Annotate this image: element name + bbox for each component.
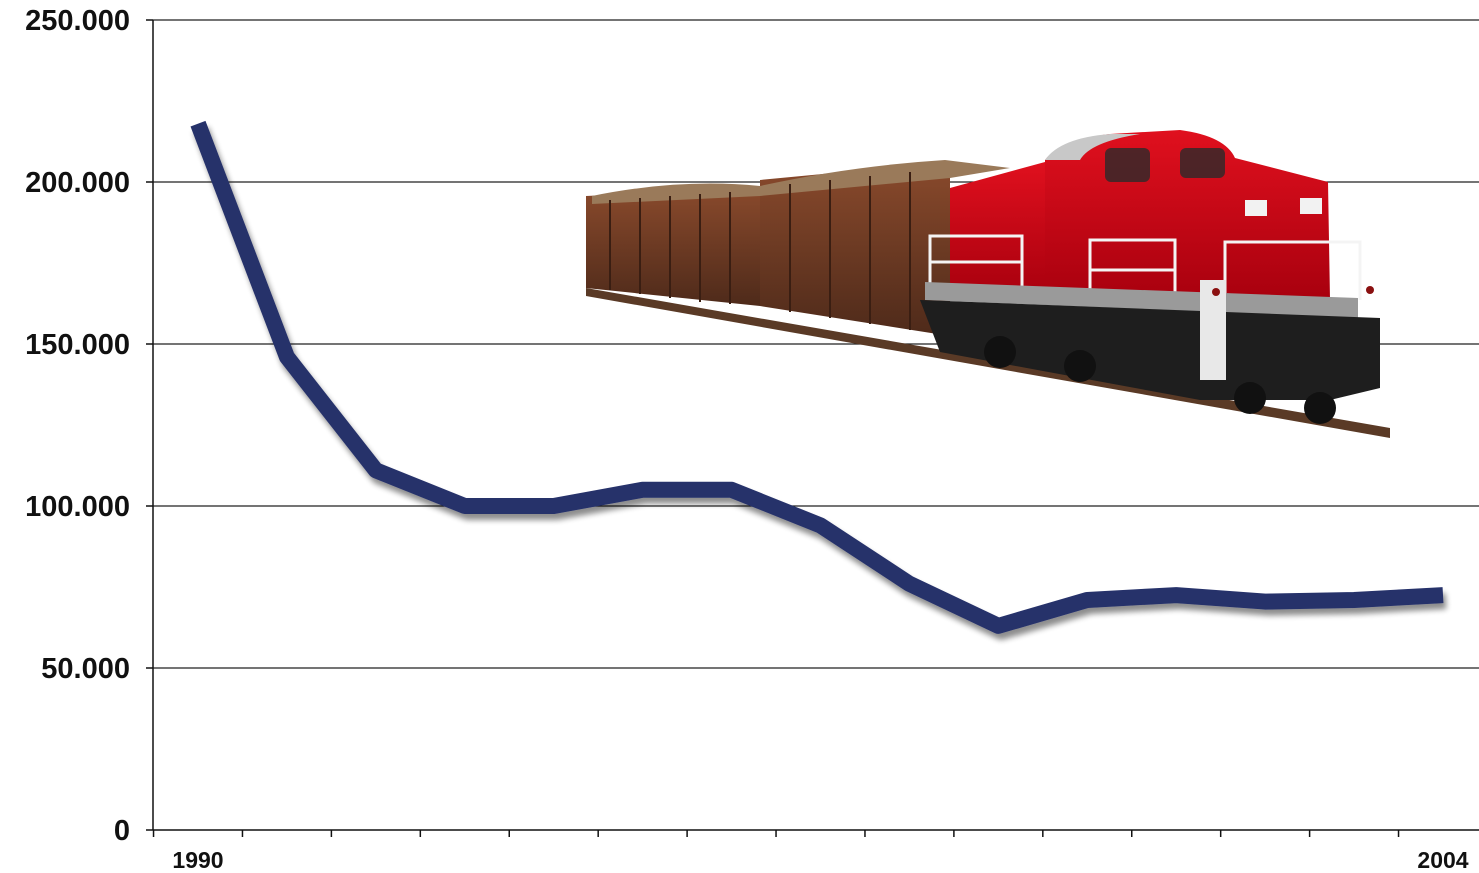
y-tick-label: 150.000 [25, 329, 130, 361]
y-tick-label: 50.000 [41, 653, 130, 685]
handrails [928, 234, 1362, 300]
freight-wagon [760, 162, 950, 336]
buffer-beam [1200, 280, 1226, 380]
cab-roof [1045, 134, 1140, 160]
x-tick-label: 1990 [172, 847, 223, 873]
tail-lamp [1366, 286, 1374, 294]
headlight [1245, 200, 1267, 216]
chassis [920, 300, 1380, 400]
running-board [925, 282, 1358, 318]
series-line-group [190, 120, 1444, 634]
wagon-ribs [609, 172, 911, 330]
freight-train-illustration [586, 130, 1390, 438]
wood-load [592, 160, 1010, 204]
rail-track [586, 288, 1390, 438]
headlight [1300, 198, 1322, 214]
tail-lamp [1212, 288, 1220, 296]
y-tick-label: 0 [114, 815, 130, 847]
x-tick-label: 2004 [1417, 847, 1468, 873]
freight-wagon [586, 188, 760, 306]
axes: 0 50.000 100.000 150.000 200.000 250.000 1990 2… [25, 5, 1479, 873]
wheels [984, 336, 1336, 424]
cab-window [1180, 148, 1225, 178]
y-tick-label: 200.000 [25, 167, 130, 199]
y-tick-label: 250.000 [25, 5, 130, 37]
series-line [190, 120, 1444, 634]
y-tick-label: 100.000 [25, 491, 130, 523]
cab-window [1105, 148, 1150, 182]
